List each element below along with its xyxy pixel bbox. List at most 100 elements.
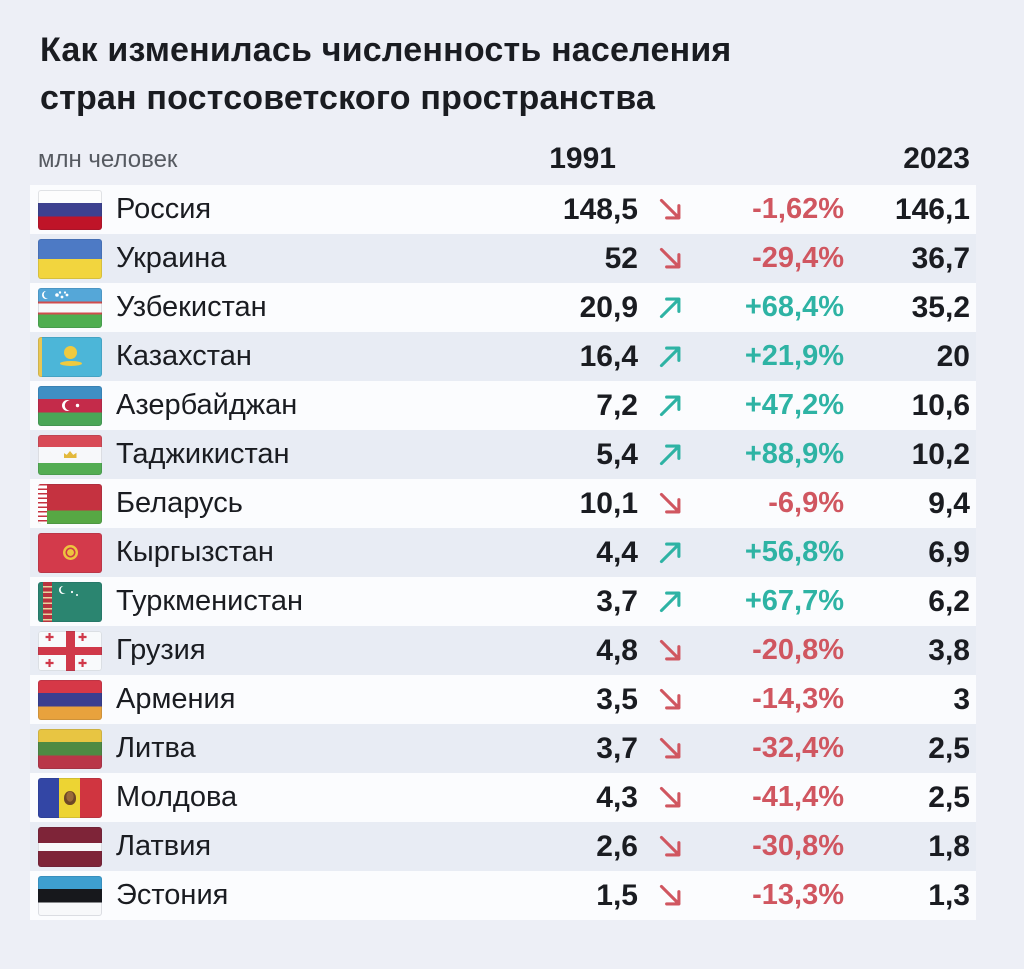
- table-row: Армения 3,5 -14,3% 3: [30, 675, 976, 724]
- value-2023: 6,2: [928, 584, 970, 618]
- trend-up-icon: [653, 438, 687, 472]
- value-2023: 9,4: [928, 486, 970, 520]
- table-row: Узбекистан 20,9 +68,4% 35,2: [30, 283, 976, 332]
- table-row: Азербайджан 7,2 +47,2% 10,6: [30, 381, 976, 430]
- column-header-1991: 1991: [549, 142, 616, 175]
- country-name: Таджикистан: [116, 438, 290, 470]
- country-name: Молдова: [116, 781, 238, 813]
- trend-up-arrow-icon: [659, 346, 680, 368]
- change-percent: -29,4%: [752, 242, 844, 274]
- country-name: Литва: [116, 732, 196, 764]
- trend-up-arrow-icon: [659, 591, 680, 613]
- unit-label: млн человек: [38, 146, 178, 173]
- trend-up-icon: [653, 291, 687, 325]
- country-name: Узбекистан: [116, 291, 267, 323]
- trend-down-arrow-icon: [659, 835, 680, 857]
- flag-georgia-icon: [38, 630, 102, 671]
- change-percent: -41,4%: [752, 781, 844, 813]
- flag-moldova-icon: [38, 777, 102, 818]
- trend-down-arrow-icon: [659, 198, 680, 220]
- table-row: Россия 148,5 -1,62% 146,1: [30, 185, 976, 234]
- trend-down-icon: [653, 732, 687, 766]
- table-row: Эстония 1,5 -13,3% 1,3: [30, 871, 976, 920]
- value-1991: 10,1: [579, 486, 638, 520]
- trend-up-icon: [653, 389, 687, 423]
- trend-down-arrow-icon: [659, 884, 680, 906]
- trend-up-arrow-icon: [659, 444, 680, 466]
- country-name: Кыргызстан: [116, 536, 274, 568]
- value-2023: 35,2: [911, 290, 970, 324]
- trend-down-icon: [653, 634, 687, 668]
- trend-up-icon: [653, 340, 687, 374]
- change-percent: -20,8%: [752, 634, 844, 666]
- country-name: Россия: [116, 193, 212, 225]
- change-percent: -1,62%: [752, 193, 844, 225]
- flag-russia-icon: [38, 189, 102, 230]
- value-2023: 36,7: [911, 241, 970, 275]
- table-row: Кыргызстан 4,4 +56,8% 6,9: [30, 528, 976, 577]
- value-1991: 2,6: [596, 829, 638, 863]
- table-row: Беларусь 10,1 -6,9% 9,4: [30, 479, 976, 528]
- value-1991: 20,9: [579, 290, 638, 324]
- value-1991: 7,2: [596, 388, 638, 422]
- value-1991: 148,5: [562, 192, 638, 226]
- trend-down-arrow-icon: [659, 786, 680, 808]
- trend-up-arrow-icon: [659, 542, 680, 564]
- table-row: Латвия 2,6 -30,8% 1,8: [30, 822, 976, 871]
- trend-down-arrow-icon: [659, 639, 680, 661]
- flag-azerbaijan-icon: [38, 385, 102, 426]
- country-name: Украина: [116, 242, 227, 274]
- flag-belarus-icon: [38, 483, 102, 524]
- flag-kyrgyzstan-icon: [38, 532, 102, 573]
- population-infographic: Как изменилась численность населения стра…: [0, 26, 1024, 969]
- value-2023: 3: [953, 682, 970, 716]
- change-percent: +88,9%: [744, 438, 844, 470]
- value-2023: 20: [936, 339, 970, 373]
- page-title-line1: Как изменилась численность населения: [40, 31, 732, 69]
- value-1991: 4,8: [596, 633, 638, 667]
- value-2023: 2,5: [928, 780, 970, 814]
- change-percent: +68,4%: [744, 291, 844, 323]
- country-name: Туркменистан: [116, 585, 303, 617]
- flag-uzbekistan-icon: [38, 287, 102, 328]
- table-row: Украина 52 -29,4% 36,7: [30, 234, 976, 283]
- flag-lithuania-icon: [38, 728, 102, 769]
- table-row: Молдова 4,3 -41,4% 2,5: [30, 773, 976, 822]
- population-table: Россия 148,5 -1,62% 146,1 Украина 52 -29…: [30, 185, 976, 920]
- change-percent: +21,9%: [744, 340, 844, 372]
- flag-ukraine-icon: [38, 238, 102, 279]
- flag-tajikistan-icon: [38, 434, 102, 475]
- page-title: Как изменилась численность населения стра…: [40, 26, 984, 122]
- change-percent: -13,3%: [752, 879, 844, 911]
- trend-down-icon: [653, 487, 687, 521]
- flag-kazakhstan-icon: [38, 336, 102, 377]
- flag-latvia-icon: [38, 826, 102, 867]
- value-2023: 146,1: [894, 192, 970, 226]
- value-1991: 16,4: [579, 339, 638, 373]
- table-row: Таджикистан 5,4 +88,9% 10,2: [30, 430, 976, 479]
- country-name: Грузия: [116, 634, 206, 666]
- change-percent: +47,2%: [744, 389, 844, 421]
- trend-down-arrow-icon: [659, 492, 680, 514]
- trend-up-icon: [653, 536, 687, 570]
- trend-down-icon: [653, 830, 687, 864]
- value-2023: 10,2: [911, 437, 970, 471]
- value-1991: 52: [604, 241, 638, 275]
- change-percent: -14,3%: [752, 683, 844, 715]
- change-percent: +56,8%: [744, 536, 844, 568]
- value-1991: 4,3: [596, 780, 638, 814]
- value-2023: 3,8: [928, 633, 970, 667]
- value-2023: 1,8: [928, 829, 970, 863]
- trend-down-icon: [653, 879, 687, 913]
- country-name: Латвия: [116, 830, 212, 862]
- trend-down-icon: [653, 683, 687, 717]
- table-row: Туркменистан 3,7 +67,7% 6,2: [30, 577, 976, 626]
- value-1991: 4,4: [596, 535, 638, 569]
- table-row: Казахстан 16,4 +21,9% 20: [30, 332, 976, 381]
- flag-armenia-icon: [38, 679, 102, 720]
- value-1991: 1,5: [596, 878, 638, 912]
- value-2023: 6,9: [928, 535, 970, 569]
- value-1991: 3,7: [596, 731, 638, 765]
- change-percent: -32,4%: [752, 732, 844, 764]
- value-2023: 2,5: [928, 731, 970, 765]
